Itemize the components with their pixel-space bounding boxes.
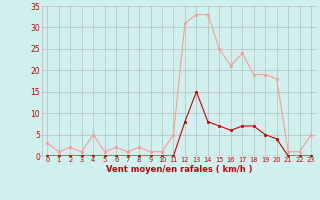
X-axis label: Vent moyen/en rafales ( km/h ): Vent moyen/en rafales ( km/h ) (106, 165, 252, 174)
